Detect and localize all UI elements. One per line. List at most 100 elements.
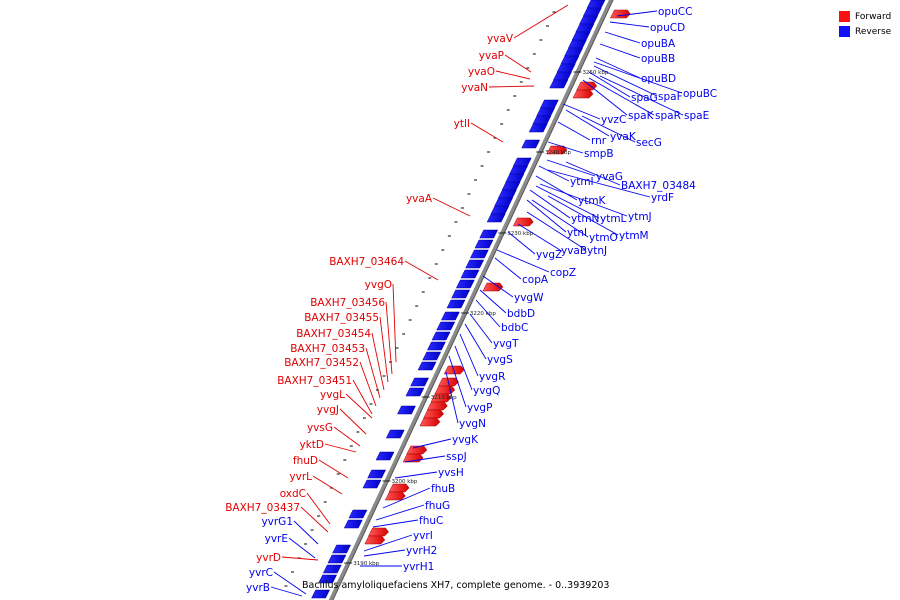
forward-gene-label[interactable]: yktD [300,439,325,451]
reverse-gene-label[interactable]: yvgR [479,371,505,383]
forward-gene-feature[interactable] [443,365,465,375]
reverse-gene-feature[interactable] [417,361,437,371]
reverse-gene-feature[interactable] [469,249,489,259]
reverse-gene-label[interactable]: yvgQ [473,385,500,397]
forward-gene-label[interactable]: yvrD [256,552,281,564]
reverse-gene-feature[interactable] [446,299,466,309]
reverse-gene-label[interactable]: fhuC [419,515,443,527]
forward-gene-label[interactable]: yvgL [320,389,345,401]
reverse-gene-feature[interactable] [322,564,342,574]
reverse-gene-feature[interactable] [479,229,499,239]
reverse-gene-label[interactable]: ytmN [571,213,599,225]
reverse-gene-label[interactable]: copZ [550,267,576,279]
reverse-gene-label[interactable]: ytnI [567,227,587,239]
reverse-gene-label[interactable]: ytmI [570,176,594,188]
reverse-gene-feature[interactable] [311,589,331,599]
reverse-gene-feature[interactable] [571,31,591,41]
reverse-gene-label[interactable]: yvrE [265,533,288,545]
reverse-gene-label[interactable]: opuCD [650,22,685,34]
reverse-gene-label[interactable]: yvrC [249,567,273,579]
forward-gene-feature[interactable] [482,282,504,292]
forward-gene-label[interactable]: oxdC [280,488,306,500]
reverse-gene-feature[interactable] [426,341,446,351]
reverse-gene-feature[interactable] [440,311,460,321]
reverse-gene-feature[interactable] [367,469,387,479]
forward-gene-label[interactable]: yvaN [461,82,488,94]
reverse-gene-feature[interactable] [553,71,572,81]
forward-gene-label[interactable]: yvgJ [317,404,339,416]
reverse-gene-label[interactable]: BAXH7_03484 [621,180,696,192]
forward-gene-label[interactable]: yvaA [406,193,433,205]
reverse-gene-label[interactable]: fhuB [431,483,455,495]
reverse-gene-label[interactable]: yvgZ [536,249,562,261]
reverse-gene-feature[interactable] [586,0,606,9]
reverse-gene-feature[interactable] [422,351,442,361]
reverse-gene-feature[interactable] [512,157,532,167]
reverse-gene-feature[interactable] [501,181,521,191]
reverse-gene-feature[interactable] [582,7,602,17]
forward-gene-label[interactable]: BAXH7_03452 [284,357,359,369]
reverse-gene-feature[interactable] [521,139,541,149]
reverse-gene-feature[interactable] [362,479,382,489]
forward-gene-feature[interactable] [423,409,444,419]
reverse-gene-label[interactable]: ytmM [619,230,649,242]
forward-gene-label[interactable]: BAXH7_03454 [296,328,371,340]
reverse-gene-feature[interactable] [343,519,363,529]
reverse-gene-label[interactable]: yvrH1 [403,561,434,573]
forward-gene-feature[interactable] [388,483,410,493]
forward-gene-label[interactable]: BAXH7_03437 [225,502,300,514]
forward-gene-label[interactable]: BAXH7_03455 [304,312,379,324]
reverse-gene-label[interactable]: ytmL [600,213,627,225]
legend-forward[interactable]: Forward [839,9,891,24]
reverse-gene-label[interactable]: yvgT [493,338,519,350]
reverse-gene-feature[interactable] [375,451,395,461]
reverse-gene-feature[interactable] [579,15,599,25]
reverse-gene-label[interactable]: spaK [628,110,655,122]
reverse-gene-label[interactable]: opuCC [658,6,692,18]
reverse-gene-label[interactable]: spaE [684,110,709,122]
reverse-gene-feature[interactable] [539,99,559,109]
reverse-gene-feature[interactable] [451,289,471,299]
reverse-gene-label[interactable]: spaG [631,92,658,104]
reverse-gene-label[interactable]: rnr [591,135,607,147]
reverse-gene-feature[interactable] [575,23,595,33]
legend-reverse[interactable]: Reverse [839,24,891,39]
reverse-gene-label[interactable]: secG [636,137,662,149]
reverse-gene-feature[interactable] [509,165,528,175]
forward-gene-label[interactable]: BAXH7_03456 [310,297,385,309]
forward-gene-feature[interactable] [368,527,389,537]
reverse-gene-feature[interactable] [436,321,456,331]
forward-gene-label[interactable]: yvsG [307,422,333,434]
reverse-gene-feature[interactable] [397,405,416,415]
reverse-gene-feature[interactable] [490,205,510,215]
forward-gene-label[interactable]: BAXH7_03464 [329,256,404,268]
reverse-gene-label[interactable]: opuBB [641,53,675,65]
reverse-gene-feature[interactable] [486,213,506,223]
reverse-gene-feature[interactable] [348,509,368,519]
reverse-gene-feature[interactable] [567,39,587,49]
reverse-gene-feature[interactable] [474,239,494,249]
reverse-gene-feature[interactable] [536,107,556,117]
reverse-gene-label[interactable]: yvrI [413,530,433,542]
reverse-gene-label[interactable]: ytmK [578,195,607,207]
reverse-gene-feature[interactable] [385,429,405,439]
reverse-gene-label[interactable]: smpB [584,148,614,160]
reverse-gene-label[interactable]: ytmJ [628,211,652,223]
reverse-gene-feature[interactable] [327,554,347,564]
forward-gene-label[interactable]: yvrL [289,471,312,483]
forward-gene-label[interactable]: yvaP [479,50,504,62]
reverse-gene-label[interactable]: yvgK [452,434,479,446]
reverse-gene-label[interactable]: yvaG [596,171,623,183]
forward-gene-feature[interactable] [609,9,631,19]
reverse-gene-label[interactable]: fhuG [425,500,450,512]
forward-gene-feature[interactable] [426,401,448,411]
reverse-gene-feature[interactable] [465,259,485,269]
reverse-gene-feature[interactable] [410,377,429,387]
reverse-gene-label[interactable]: copA [522,274,549,286]
reverse-gene-feature[interactable] [528,123,548,133]
forward-gene-label[interactable]: yvgO [365,279,392,291]
reverse-gene-label[interactable]: bdbC [501,322,528,334]
reverse-gene-feature[interactable] [332,544,352,554]
reverse-gene-feature[interactable] [497,189,517,199]
forward-gene-label[interactable]: ytlI [454,118,470,130]
